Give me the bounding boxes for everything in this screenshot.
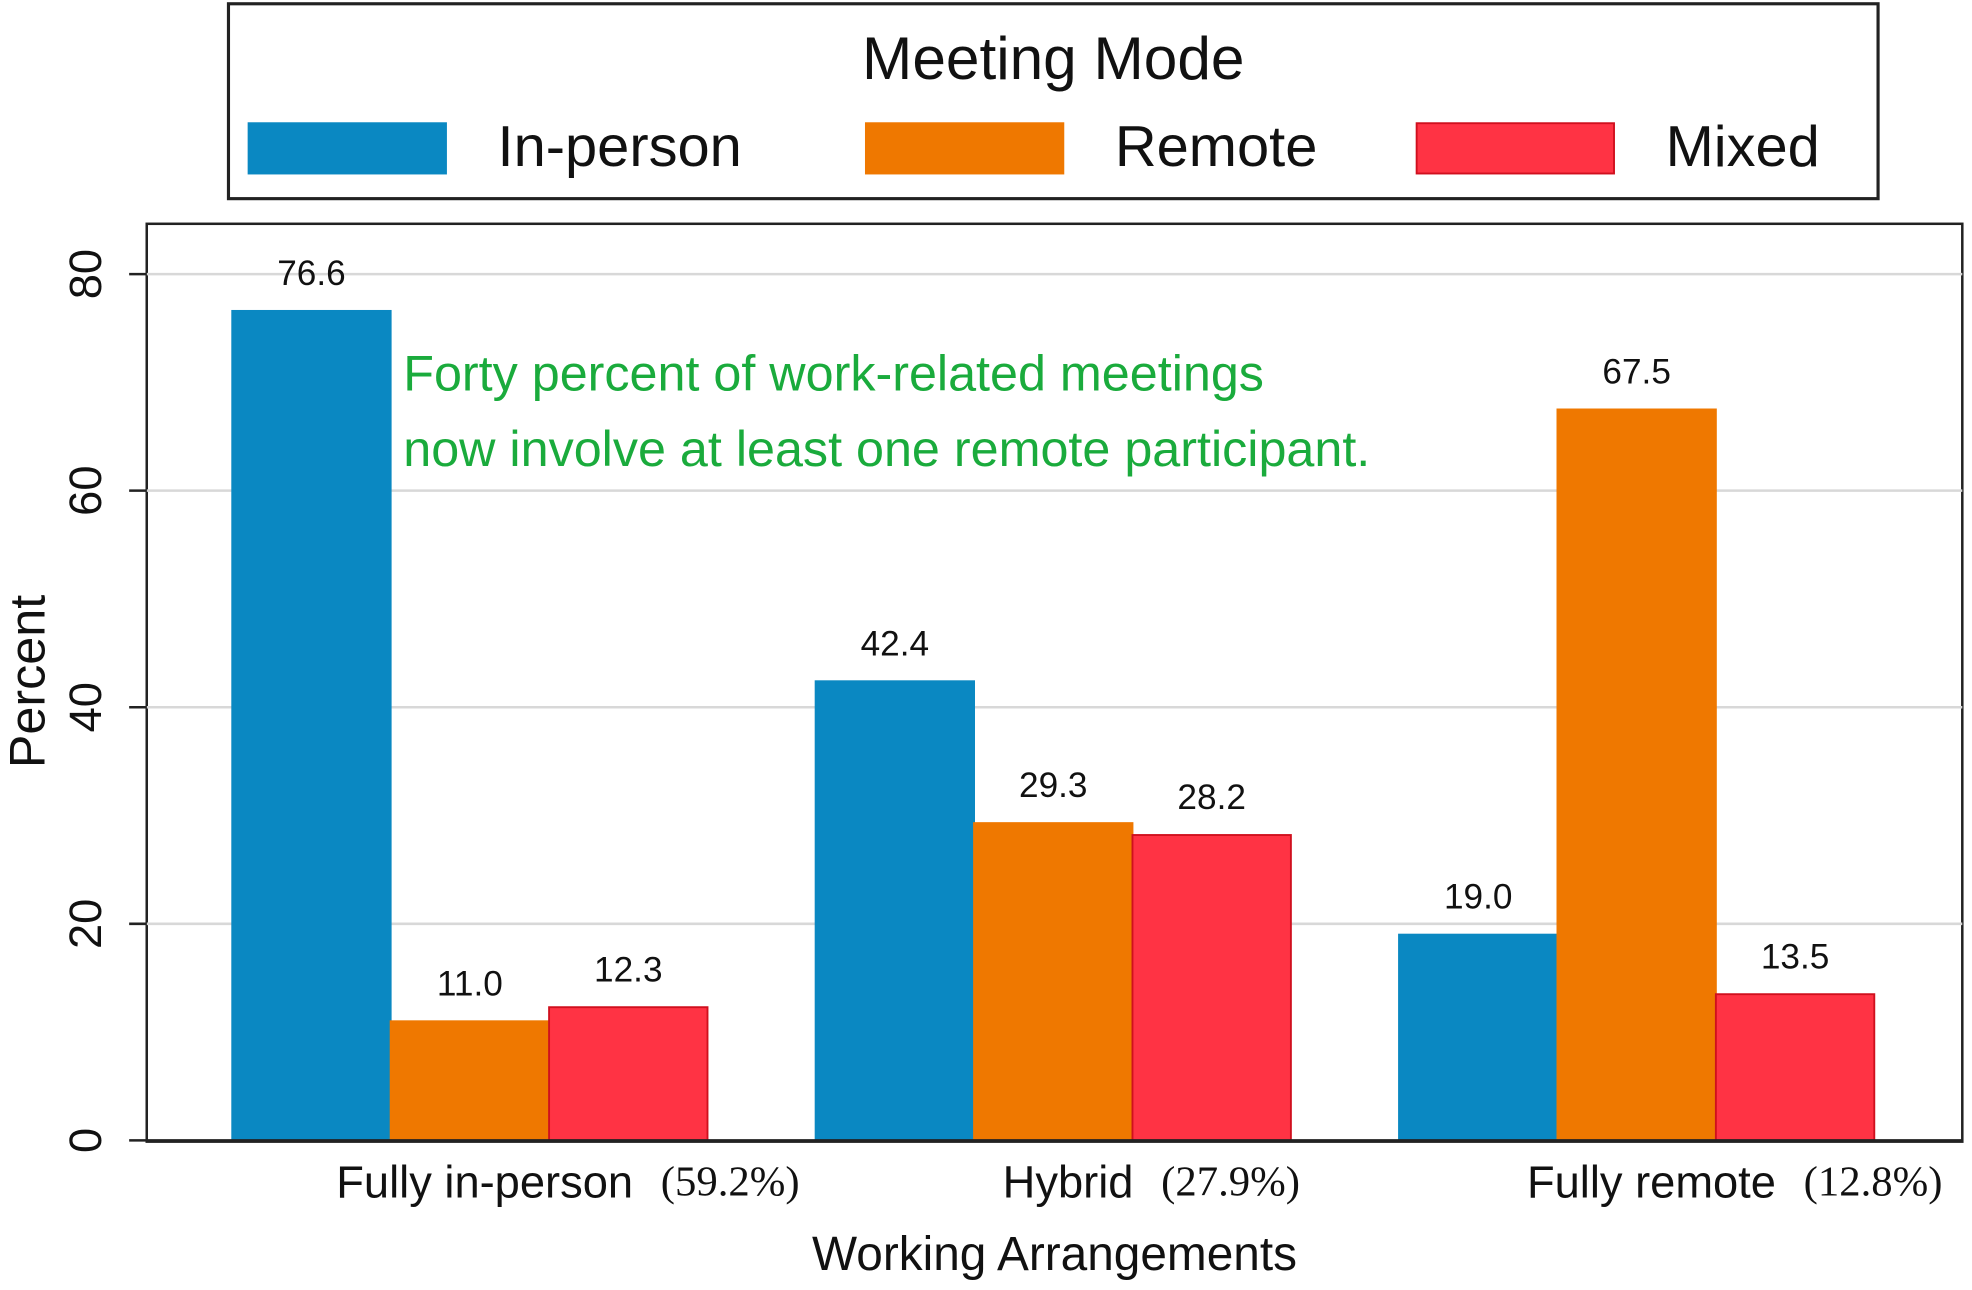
legend: In-person Remote Mixed xyxy=(247,115,1820,179)
legend-label: Mixed xyxy=(1666,115,1820,179)
category-share: (27.9%) xyxy=(1161,1158,1300,1205)
category-share: (59.2%) xyxy=(661,1158,800,1205)
annotation-line: Forty percent of work-related meetings xyxy=(403,344,1264,401)
x-tick-label: Fully remote xyxy=(1527,1157,1776,1208)
bar xyxy=(1131,834,1292,1142)
legend-box xyxy=(226,2,1880,201)
bar xyxy=(1556,408,1717,1142)
data-label: 12.3 xyxy=(594,950,663,989)
y-tick-label: 80 xyxy=(60,249,111,299)
y-axis-title: Percent xyxy=(0,595,55,768)
data-label: 28.2 xyxy=(1177,778,1246,817)
y-tick-label: 20 xyxy=(60,899,111,949)
legend-swatch xyxy=(864,122,1065,175)
y-tick-label: 0 xyxy=(60,1128,111,1153)
bar xyxy=(1714,993,1876,1142)
data-label: 13.5 xyxy=(1761,937,1830,976)
plot: 0 20 40 60 80 76.6 11.0 12.3 Fully in-person (59.… xyxy=(60,249,1963,1208)
data-label: 67.5 xyxy=(1602,353,1671,392)
x-axis-title: Working Arrangements xyxy=(812,1228,1297,1281)
bar xyxy=(548,1006,709,1142)
data-label: 19.0 xyxy=(1444,878,1513,917)
bar xyxy=(231,309,392,1142)
legend-label: In-person xyxy=(498,115,742,179)
data-label: 29.3 xyxy=(1019,766,1088,805)
bar xyxy=(389,1020,551,1142)
data-label: 42.4 xyxy=(861,624,929,663)
data-label: 76.6 xyxy=(277,254,346,293)
y-tick-label: 40 xyxy=(60,682,111,732)
y-tick-label: 60 xyxy=(60,465,111,515)
x-tick-label: Fully in-person xyxy=(336,1157,633,1208)
legend-swatch xyxy=(1415,122,1615,175)
bar xyxy=(814,680,975,1142)
annotation-line: now involve at least one remote particip… xyxy=(403,420,1370,477)
legend-title: Meeting Mode xyxy=(862,24,1244,92)
bar xyxy=(973,822,1134,1142)
x-tick-label: Hybrid xyxy=(1003,1157,1134,1208)
category-share: (12.8%) xyxy=(1804,1158,1943,1205)
bar xyxy=(1398,933,1559,1142)
legend-label: Remote xyxy=(1115,115,1317,179)
legend-swatch xyxy=(247,122,447,175)
data-label: 11.0 xyxy=(437,964,503,1003)
